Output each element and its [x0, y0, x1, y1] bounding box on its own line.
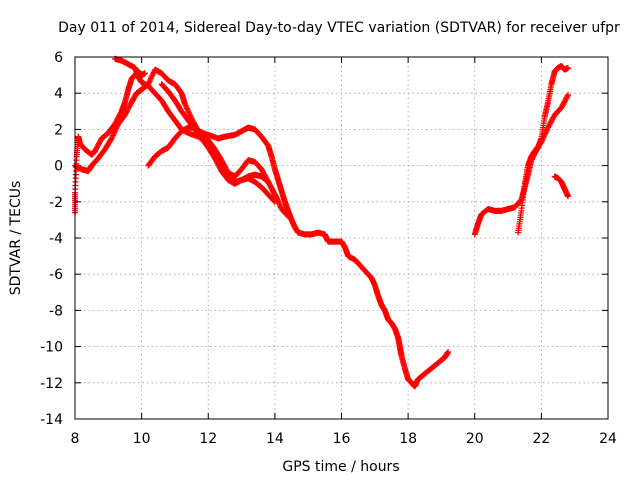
- plot-frame: [74, 56, 609, 420]
- y-tick-label: -14: [40, 412, 63, 428]
- y-tick-label: -2: [49, 195, 63, 211]
- y-tick-label: 4: [54, 86, 63, 102]
- x-tick-label: 12: [199, 431, 217, 447]
- x-tick-label: 18: [399, 431, 417, 447]
- y-axis-title: SDTVAR / TECUs: [8, 181, 24, 296]
- x-tick-label: 20: [466, 431, 484, 447]
- data-point: [271, 198, 278, 205]
- x-tick-label: 14: [266, 431, 284, 447]
- y-tick-label: -10: [40, 340, 63, 356]
- x-axis-title: GPS time / hours: [282, 459, 399, 475]
- data-point: [565, 64, 572, 71]
- series-after-gap-b: [515, 92, 572, 236]
- y-tick-label: -6: [49, 267, 63, 283]
- data-point: [271, 198, 278, 205]
- data-point: [284, 212, 291, 219]
- y-tick-label: 6: [54, 50, 63, 66]
- y-tick-label: -12: [40, 376, 63, 392]
- x-tick-label: 22: [532, 431, 550, 447]
- y-tick-label: 2: [54, 122, 63, 138]
- data-point: [565, 193, 572, 200]
- y-tick-label: 0: [54, 159, 63, 175]
- x-tick-label: 16: [333, 431, 351, 447]
- x-tick-label: 24: [599, 431, 617, 447]
- series-after-gap-c: [551, 173, 572, 200]
- y-tick-label: -4: [49, 231, 63, 247]
- data-point: [565, 92, 572, 99]
- series-lower-start: [72, 66, 452, 390]
- grid: [75, 57, 608, 419]
- x-tick-label: 8: [71, 431, 80, 447]
- data-point: [141, 70, 148, 77]
- data-points: [72, 55, 572, 390]
- data-point: [445, 349, 452, 356]
- data-point: [564, 93, 571, 100]
- data-point: [271, 190, 278, 197]
- chart-title: Day 011 of 2014, Sidereal Day-to-day VTE…: [58, 20, 620, 36]
- series-second-hump: [145, 124, 292, 220]
- y-tick-label: -8: [49, 303, 63, 319]
- x-tick-label: 10: [133, 431, 151, 447]
- series-early-trace: [72, 68, 148, 216]
- data-point: [285, 213, 292, 220]
- series-third-hump: [158, 81, 278, 205]
